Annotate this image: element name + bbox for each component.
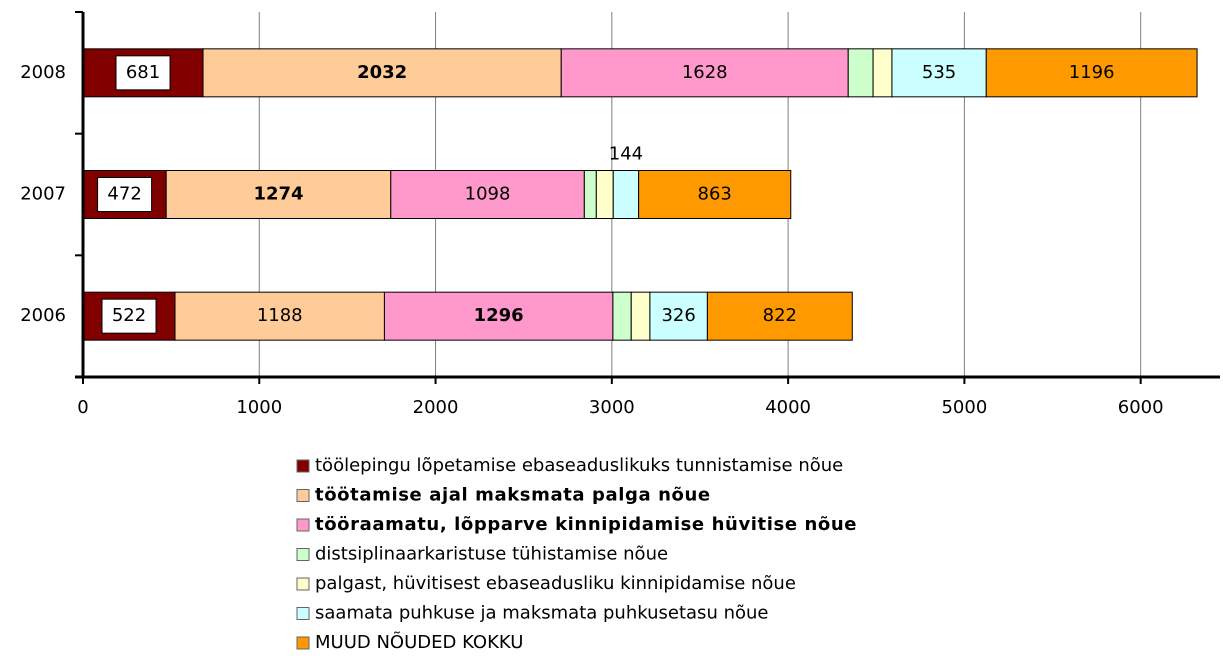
label-box <box>115 55 171 91</box>
bar-segment <box>706 291 853 341</box>
bar-segment <box>612 170 640 219</box>
value-label: 326 <box>661 305 695 326</box>
bar-segment <box>985 48 1198 98</box>
bar-segment <box>872 48 893 98</box>
legend-swatch <box>296 518 310 532</box>
bar-segment <box>595 170 614 219</box>
value-label: 822 <box>763 305 797 326</box>
legend-label: töötamise ajal maksmata palga nõue <box>315 485 711 506</box>
label-box <box>101 298 157 334</box>
x-tick-label: 0 <box>77 397 88 418</box>
value-label: 472 <box>107 184 141 205</box>
value-label: 1296 <box>474 305 524 326</box>
legend-label: distsiplinaarkaristuse tühistamise nõue <box>315 544 668 565</box>
value-label: 144 <box>609 144 643 165</box>
value-label: 535 <box>922 62 956 83</box>
y-tick-label: 2008 <box>20 62 66 83</box>
bar-segment <box>638 170 792 219</box>
bar-segment <box>583 170 597 219</box>
legend-label: tööraamatu, lõpparve kinnipidamise hüvit… <box>315 514 857 535</box>
legend-swatch <box>296 607 310 620</box>
legend-swatch <box>296 636 310 650</box>
x-tick-label: 3000 <box>589 397 635 418</box>
bar-segment <box>560 48 849 98</box>
y-tick-label: 2007 <box>20 184 66 205</box>
value-label: 863 <box>698 184 732 205</box>
value-label: 1098 <box>465 184 511 205</box>
bar-segment <box>847 48 874 98</box>
bar-segment <box>174 291 385 341</box>
bar-segment <box>630 291 651 341</box>
label-box <box>97 177 153 212</box>
value-label: 522 <box>112 305 146 326</box>
value-label: 1628 <box>682 62 728 83</box>
bar-segment <box>612 291 632 341</box>
x-tick-label: 1000 <box>236 397 282 418</box>
bar-segment <box>891 48 987 98</box>
legend-label: MUUD NÕUDED KOKKU <box>315 631 523 653</box>
value-label: 1188 <box>257 305 303 326</box>
legend-swatch <box>296 459 310 473</box>
value-label: 681 <box>126 62 160 83</box>
value-label: 1274 <box>253 184 303 205</box>
bar-segment <box>390 170 585 219</box>
x-tick-label: 5000 <box>941 397 987 418</box>
legend-swatch <box>296 489 310 502</box>
legend-swatch <box>296 548 310 561</box>
bar-segment <box>165 170 392 219</box>
x-tick-label: 4000 <box>765 397 811 418</box>
legend-label: palgast, hüvitisest ebaseadusliku kinnip… <box>315 573 796 594</box>
legend-label: töölepingu lõpetamise ebaseaduslikuks tu… <box>315 455 843 476</box>
x-tick-label: 6000 <box>1118 397 1164 418</box>
value-label: 2032 <box>357 62 407 83</box>
legend-swatch <box>296 577 310 591</box>
x-tick-label: 2000 <box>413 397 459 418</box>
legend-label: saamata puhkuse ja maksmata puhkusetasu … <box>315 603 768 624</box>
value-label: 1196 <box>1069 62 1115 83</box>
y-tick-label: 2006 <box>20 305 66 326</box>
